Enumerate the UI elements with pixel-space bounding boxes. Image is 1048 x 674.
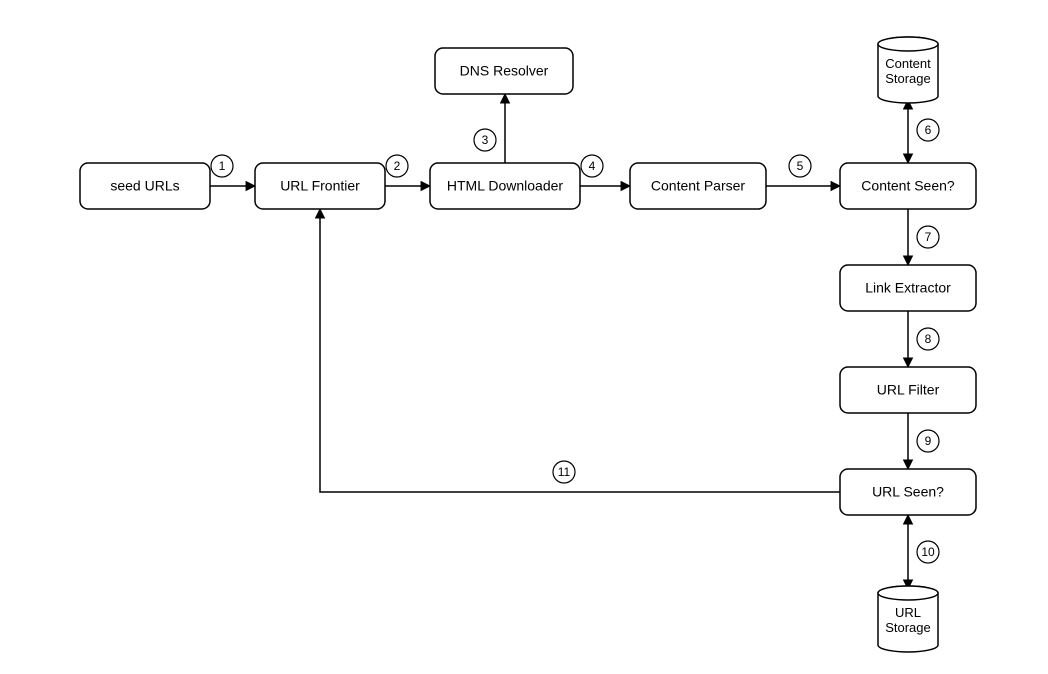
node-download: HTML Downloader	[430, 163, 580, 209]
edge-num-10: 10	[921, 545, 935, 559]
edge-num-3: 3	[482, 133, 489, 147]
node-ustorage: URLStorage	[878, 586, 938, 652]
edge-badge-4: 4	[581, 155, 603, 177]
node-label-cstorage-line0: Content	[885, 56, 931, 71]
node-label-download: HTML Downloader	[447, 178, 564, 194]
node-cseen: Content Seen?	[840, 163, 976, 209]
node-label-seed: seed URLs	[110, 178, 179, 194]
node-label-cstorage-line1: Storage	[885, 71, 931, 86]
nodes-layer: seed URLs URL Frontier DNS Resolver HTML Do…	[80, 37, 976, 652]
edge-num-6: 6	[925, 123, 932, 137]
edge-badge-11: 11	[553, 461, 575, 483]
edge-num-7: 7	[925, 230, 932, 244]
node-label-ustorage-line0: URL	[895, 605, 921, 620]
edge-badge-8: 8	[917, 328, 939, 350]
node-label-frontier: URL Frontier	[280, 178, 360, 194]
node-dns: DNS Resolver	[435, 48, 573, 94]
edge-num-11: 11	[558, 465, 571, 479]
node-cstorage: ContentStorage	[878, 37, 938, 103]
node-label-ustorage-line1: Storage	[885, 620, 931, 635]
node-frontier: URL Frontier	[255, 163, 385, 209]
node-label-parser: Content Parser	[651, 178, 745, 194]
flowchart-canvas: seed URLs URL Frontier DNS Resolver HTML Do…	[0, 0, 1048, 674]
node-linkext: Link Extractor	[840, 265, 976, 311]
edge-badge-7: 7	[917, 226, 939, 248]
node-label-linkext: Link Extractor	[865, 280, 951, 296]
node-label-cseen: Content Seen?	[861, 178, 955, 194]
node-label-useen: URL Seen?	[872, 484, 944, 500]
edge-num-4: 4	[589, 159, 596, 173]
node-seed: seed URLs	[80, 163, 210, 209]
edge-num-2: 2	[394, 159, 401, 173]
node-parser: Content Parser	[630, 163, 766, 209]
edge-badge-6: 6	[917, 119, 939, 141]
edge-badge-2: 2	[386, 155, 408, 177]
edge-badge-1: 1	[211, 155, 233, 177]
edge-11	[320, 209, 840, 492]
edge-badge-3: 3	[474, 129, 496, 151]
node-useen: URL Seen?	[840, 469, 976, 515]
edge-num-8: 8	[925, 332, 932, 346]
node-label-urlfilt: URL Filter	[877, 382, 940, 398]
node-urlfilt: URL Filter	[840, 367, 976, 413]
edge-badge-10: 10	[917, 541, 939, 563]
node-label-dns: DNS Resolver	[460, 63, 549, 79]
edge-badge-9: 9	[917, 430, 939, 452]
edge-num-1: 1	[219, 159, 226, 173]
edge-num-5: 5	[797, 159, 804, 173]
edge-num-9: 9	[925, 434, 932, 448]
edge-badge-5: 5	[789, 155, 811, 177]
